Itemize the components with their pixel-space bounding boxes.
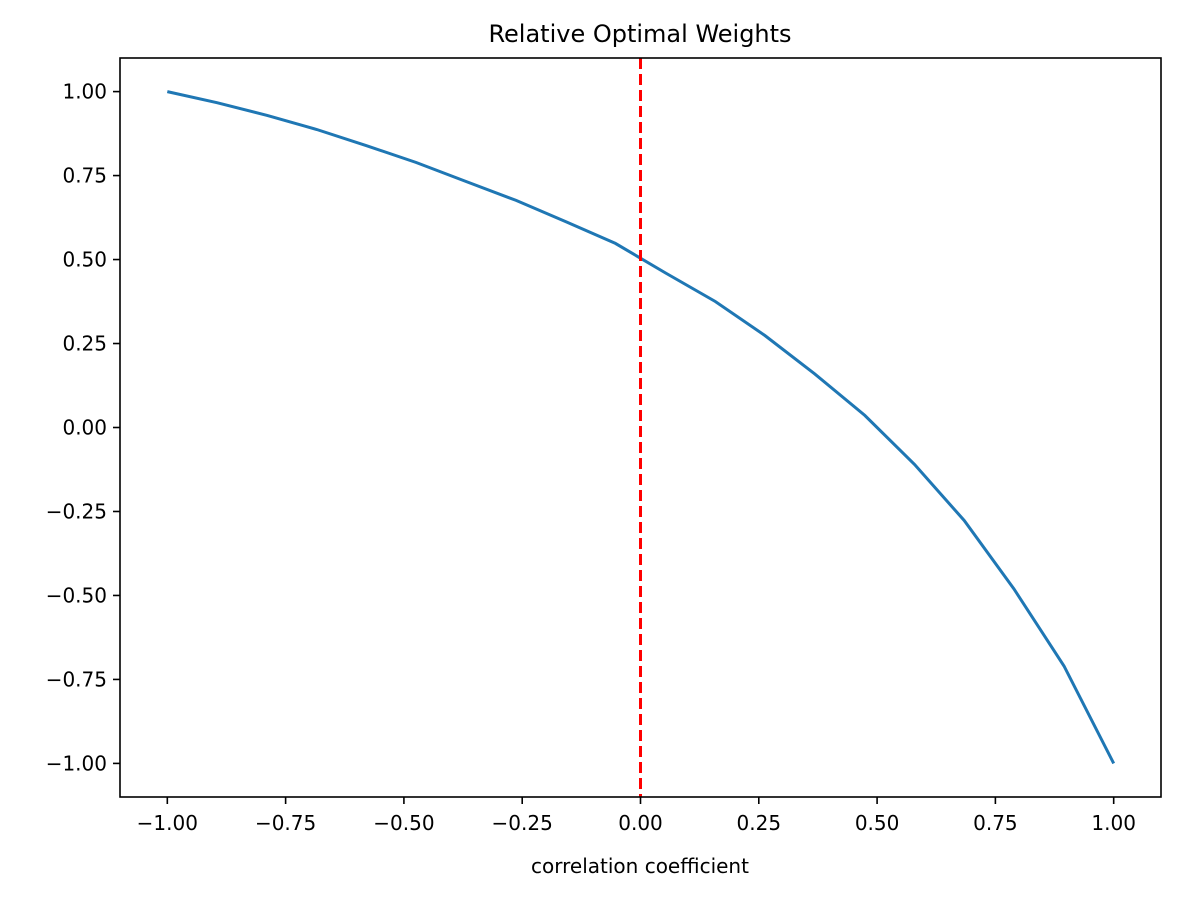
y-tick-label: −0.75 (46, 667, 107, 691)
x-tick-label: 0.50 (855, 811, 900, 835)
x-axis-label: correlation coefficient (531, 854, 749, 878)
y-tick-label: 0.00 (62, 416, 107, 440)
y-tick-label: −0.25 (46, 499, 107, 523)
x-tick-label: 0.00 (618, 811, 663, 835)
y-tick-label: 0.50 (62, 248, 107, 272)
plot-area (166, 58, 1116, 797)
x-tick-label: −0.75 (255, 811, 316, 835)
chart-title: Relative Optimal Weights (488, 20, 791, 48)
x-tick-label: −0.50 (373, 811, 434, 835)
y-tick-label: −1.00 (46, 751, 107, 775)
x-tick-label: −1.00 (137, 811, 198, 835)
x-tick-label: −0.25 (492, 811, 553, 835)
x-axis: −1.00 −0.75 −0.50 −0.25 0.00 0.25 0.50 0.75 1.00 (137, 797, 1136, 835)
y-tick-label: 0.75 (62, 164, 107, 188)
y-tick-label: 1.00 (62, 80, 107, 104)
y-axis: 1.00 0.75 0.50 0.25 0.00 −0.25 −0.50 −0.75 −1.00 (46, 80, 120, 775)
y-tick-label: −0.50 (46, 583, 107, 607)
y-tick-label: 0.25 (62, 332, 107, 356)
x-tick-label: 0.25 (737, 811, 782, 835)
x-tick-label: 1.00 (1091, 811, 1136, 835)
x-tick-label: 0.75 (973, 811, 1018, 835)
